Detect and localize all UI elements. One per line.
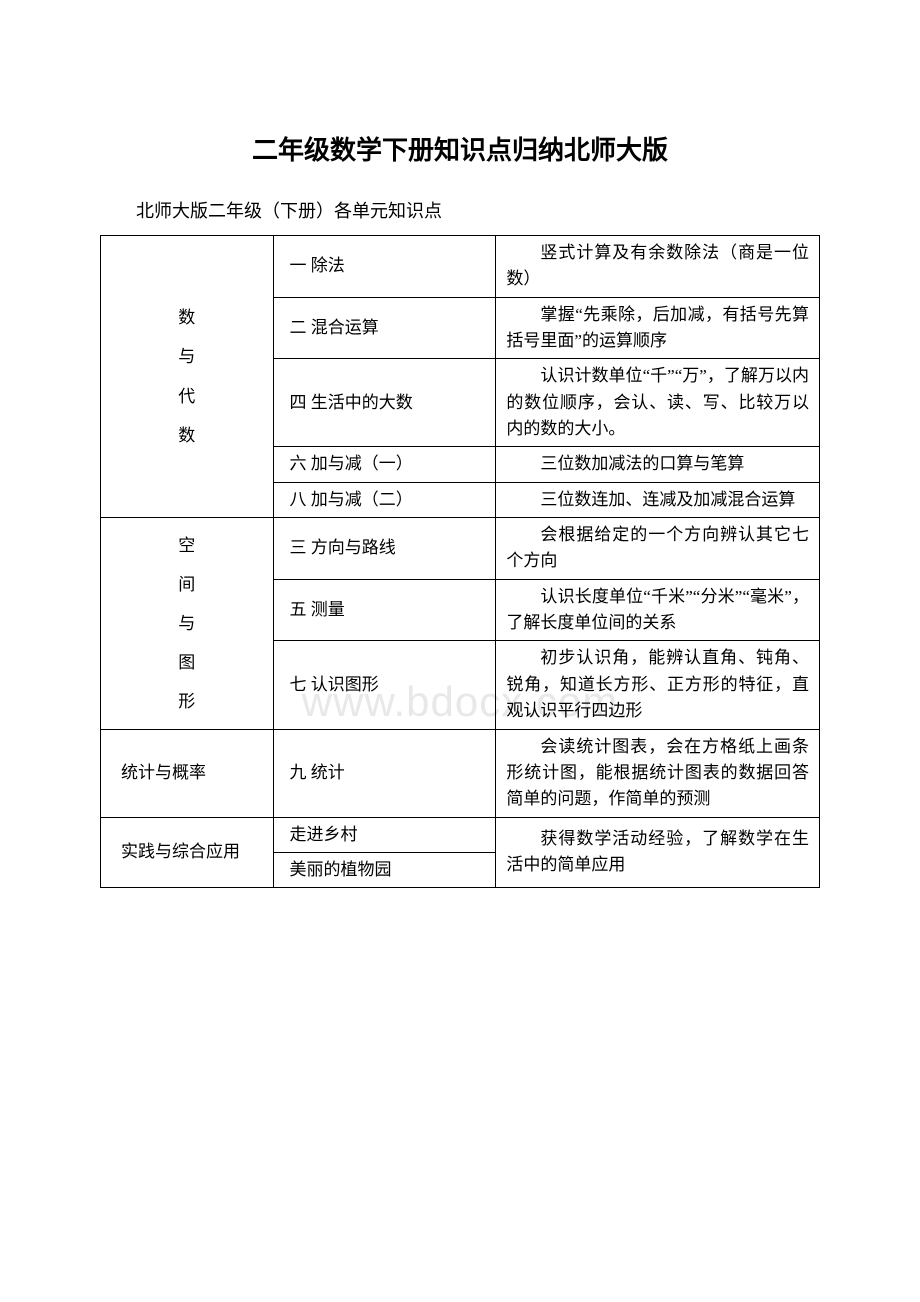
desc-cell: 竖式计算及有余数除法（商是一位数） — [496, 236, 820, 298]
desc-cell: 获得数学活动经验，了解数学在生活中的简单应用 — [496, 817, 820, 888]
knowledge-table: 数 与 代 数 一 除法 竖式计算及有余数除法（商是一位数） 二 混合运算 掌握… — [100, 235, 820, 888]
unit-cell: 美丽的植物园 — [273, 852, 496, 887]
page-subtitle: 北师大版二年级（下册）各单元知识点 — [100, 197, 820, 223]
desc-cell: 认识长度单位“千米”“分米”“毫米”，了解长度单位间的关系 — [496, 579, 820, 641]
desc-cell: 会根据给定的一个方向辨认其它七个方向 — [496, 518, 820, 580]
unit-cell: 五 测量 — [273, 579, 496, 641]
desc-cell: 三位数加减法的口算与笔算 — [496, 447, 820, 482]
unit-cell: 三 方向与路线 — [273, 518, 496, 580]
table-row: 统计与概率 九 统计 会读统计图表，会在方格纸上画条形统计图，能根据统计图表的数… — [101, 729, 820, 817]
unit-cell: 一 除法 — [273, 236, 496, 298]
desc-cell: 初步认识角，能辨认直角、钝角、锐角，知道长方形、正方形的特征，直观认识平行四边形 — [496, 641, 820, 729]
category-label: 空 间 与 图 形 — [121, 526, 253, 721]
desc-cell: 三位数连加、连减及加减混合运算 — [496, 482, 820, 517]
category-cell: 统计与概率 — [101, 729, 274, 817]
unit-cell: 八 加与减（二） — [273, 482, 496, 517]
unit-cell: 四 生活中的大数 — [273, 359, 496, 447]
desc-cell: 掌握“先乘除，后加减，有括号先算括号里面”的运算顺序 — [496, 297, 820, 359]
category-label: 数 与 代 数 — [121, 298, 253, 454]
desc-cell: 会读统计图表，会在方格纸上画条形统计图，能根据统计图表的数据回答简单的问题，作简… — [496, 729, 820, 817]
unit-cell: 九 统计 — [273, 729, 496, 817]
unit-cell: 走进乡村 — [273, 817, 496, 852]
desc-cell: 认识计数单位“千”“万”，了解万以内的数位顺序，会认、读、写、比较万以内的数的大… — [496, 359, 820, 447]
category-cell: 空 间 与 图 形 — [101, 518, 274, 729]
table-row: 数 与 代 数 一 除法 竖式计算及有余数除法（商是一位数） — [101, 236, 820, 298]
table-row: 实践与综合应用 走进乡村 获得数学活动经验，了解数学在生活中的简单应用 — [101, 817, 820, 852]
unit-cell: 六 加与减（一） — [273, 447, 496, 482]
category-cell: 数 与 代 数 — [101, 236, 274, 518]
page-title: 二年级数学下册知识点归纳北师大版 — [100, 130, 820, 167]
document-page: 二年级数学下册知识点归纳北师大版 北师大版二年级（下册）各单元知识点 数 与 代… — [0, 0, 920, 948]
unit-cell: 七 认识图形 — [273, 641, 496, 729]
unit-cell: 二 混合运算 — [273, 297, 496, 359]
table-row: 空 间 与 图 形 三 方向与路线 会根据给定的一个方向辨认其它七个方向 — [101, 518, 820, 580]
category-cell: 实践与综合应用 — [101, 817, 274, 888]
